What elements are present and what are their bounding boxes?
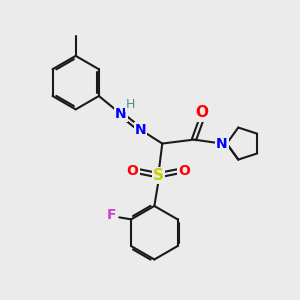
Text: S: S [153,168,164,183]
Text: N: N [115,107,127,121]
Text: F: F [106,208,116,222]
Text: N: N [135,123,146,137]
Text: N: N [216,136,227,151]
Text: O: O [178,164,190,178]
Text: O: O [195,105,208,120]
Text: O: O [127,164,139,178]
Text: H: H [126,98,135,111]
